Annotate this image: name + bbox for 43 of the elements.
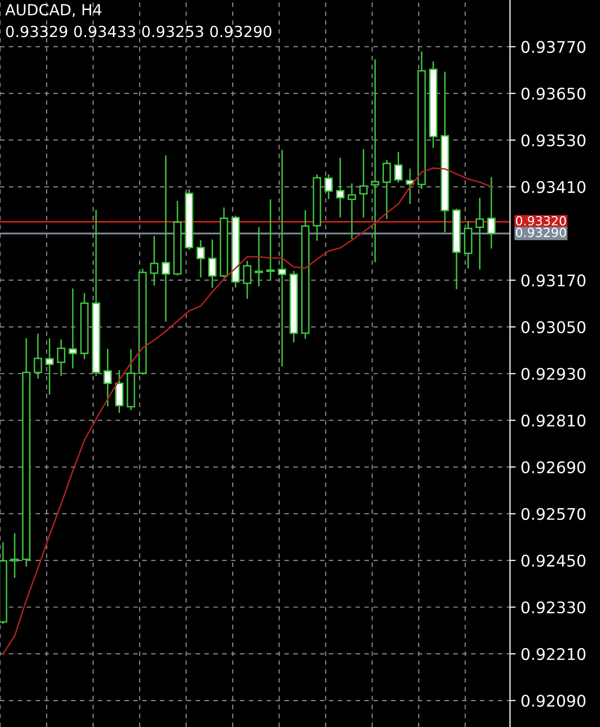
- y-tick-label: 0.93530: [521, 134, 586, 146]
- y-tick-label: 0.93050: [521, 321, 586, 334]
- candlestick: [487, 177, 496, 249]
- candlestick: [103, 348, 112, 406]
- y-tick-label: 0.93410: [521, 181, 586, 194]
- candlestick: [68, 288, 77, 368]
- ref-line-label: 0.93320: [516, 216, 566, 226]
- y-tick-label: 0.92210: [521, 648, 586, 660]
- candlestick: [115, 370, 124, 413]
- candlestick: [336, 158, 344, 218]
- candlestick: [324, 174, 333, 200]
- y-tick-label: 0.92090: [521, 694, 586, 707]
- candlestick: [348, 183, 356, 239]
- candlestick: [254, 226, 264, 286]
- y-tick-label: 0.92330: [521, 601, 586, 614]
- y-tick-label: 0.92930: [521, 368, 586, 380]
- candlestick: [208, 239, 217, 288]
- y-tick-label: 0.93170: [521, 274, 586, 287]
- y-tick-label: 0.92570: [521, 508, 586, 520]
- candlestick: [10, 533, 19, 578]
- candlestick: [278, 150, 286, 367]
- text: 0.93329 0.93433 0.93253 0.93290: [6, 26, 272, 38]
- candlestick: [34, 334, 42, 379]
- y-tick-label: 0.93770: [521, 40, 586, 53]
- candlestick: [359, 149, 368, 218]
- line-series: [2, 167, 492, 655]
- candlestick: [243, 260, 252, 299]
- candlestick: [476, 198, 484, 270]
- candlestick: [266, 199, 275, 281]
- candlestick: [370, 59, 380, 262]
- candlestick: [150, 236, 158, 286]
- candlestick: [196, 240, 205, 278]
- ref-line-label: 0.93290: [516, 228, 566, 238]
- candlestick: [382, 160, 391, 220]
- candlestick: [162, 155, 170, 322]
- y-tick-label: 0.92450: [521, 554, 586, 567]
- candlestick: [394, 152, 403, 182]
- chart-title: AUDCAD, H4: [5, 4, 102, 18]
- y-tick-label: 0.92810: [521, 414, 586, 427]
- candlestick: [56, 339, 66, 376]
- y-tick-label: 0.92690: [521, 461, 586, 474]
- candlestick: [45, 338, 54, 395]
- y-tick-label: 0.93650: [521, 88, 586, 100]
